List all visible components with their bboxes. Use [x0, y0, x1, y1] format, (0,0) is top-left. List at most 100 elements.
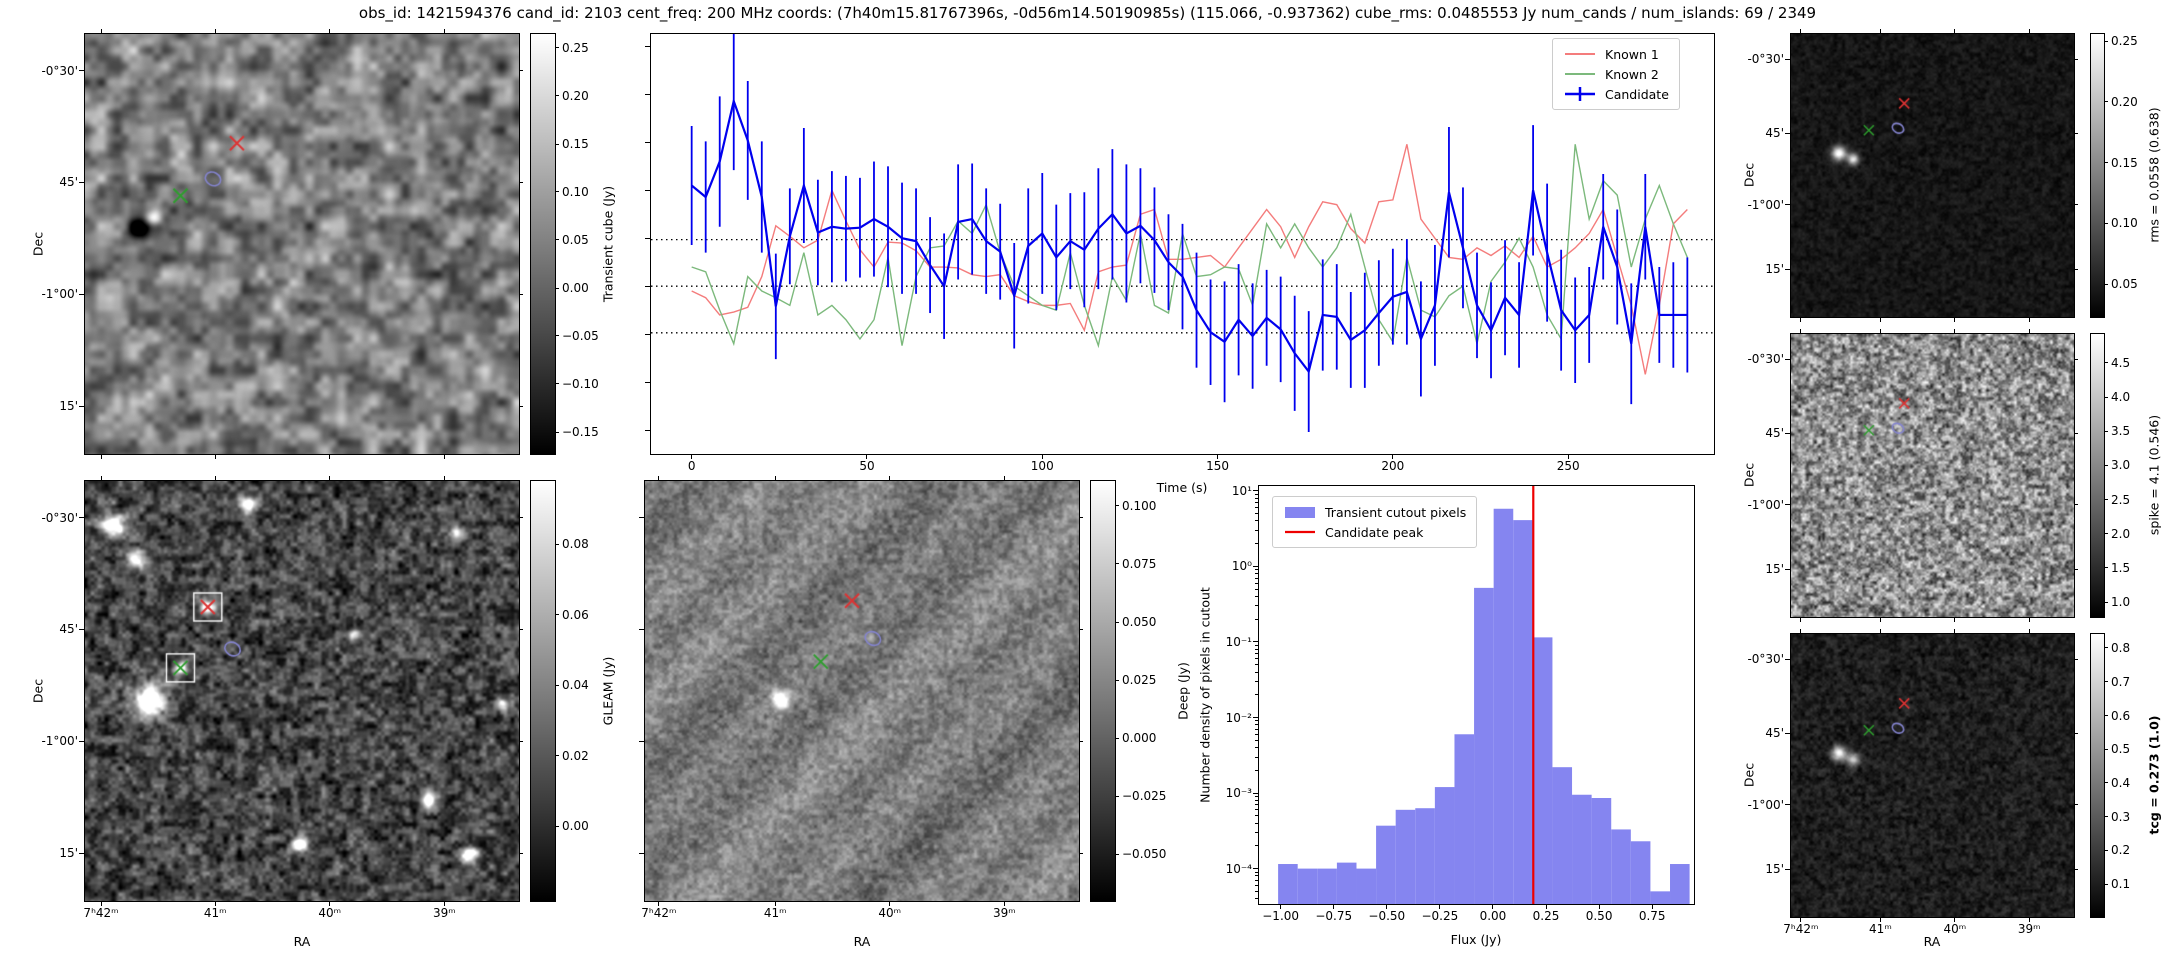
histogram-bar — [1572, 794, 1592, 904]
colorbar-tick-label: −0.10 — [562, 376, 599, 391]
histogram-bar — [1552, 767, 1573, 904]
right-tick — [2104, 101, 2108, 103]
right-tick — [2104, 283, 2108, 285]
left-tick — [1255, 653, 1258, 655]
top-tick — [1800, 629, 1802, 633]
bottom-tick — [214, 901, 216, 906]
left-tick — [1785, 868, 1790, 870]
ra-tick-label: 39ᵐ — [432, 906, 456, 920]
bottom-tick — [1800, 917, 1802, 922]
dec-tick-label: 15' — [59, 846, 78, 861]
bottom-tick — [1439, 904, 1441, 909]
colorbar-tick-label: 0.050 — [1122, 615, 1157, 630]
dec-tick-label: -0°30' — [1747, 52, 1784, 67]
bottom-tick — [691, 454, 693, 459]
left-tick — [1785, 132, 1790, 134]
left-tick — [1255, 595, 1258, 597]
left-tick — [645, 141, 650, 143]
gleam-panel: -0°30' 45' -1°00' 15' 7ʰ42ᵐ 41ᵐ 40ᵐ 39ᵐ — [41, 476, 523, 919]
right-tick — [2104, 533, 2108, 535]
right-tick — [2074, 358, 2078, 360]
top-tick — [1800, 29, 1802, 33]
dec-axis-label-spike: Dec — [1741, 462, 1757, 488]
top-tick — [1003, 476, 1005, 480]
dec-tick-label: 45' — [1765, 426, 1784, 441]
top-tick — [1954, 329, 1956, 333]
colorbar-tick-label: 0.20 — [2111, 94, 2138, 109]
left-tick — [1255, 694, 1258, 696]
left-tick — [1785, 58, 1790, 60]
left-tick — [1253, 717, 1258, 719]
histogram-bar — [1611, 829, 1631, 904]
histogram-panel: −1.00 −0.75 −0.50 −0.25 0.00 0.25 0.50 0.75 10¹ 1… — [1226, 485, 1695, 922]
colorbar-tick-label: 2.5 — [2111, 492, 2131, 507]
transient-colorbar-label: Transient cube (Jy) — [600, 185, 616, 303]
right-tick — [1115, 853, 1119, 855]
legend-swatch — [1285, 530, 1315, 534]
dec-tick-label: 15' — [59, 399, 78, 414]
left-tick — [1255, 507, 1258, 509]
legend-label: Known 1 — [1605, 46, 1659, 62]
right-tick — [519, 628, 523, 630]
right-tick — [519, 70, 523, 72]
histogram-bar — [1278, 864, 1298, 904]
right-tick — [2074, 804, 2078, 806]
left-tick — [1253, 792, 1258, 794]
right-tick — [519, 293, 523, 295]
rms-colorbar-label: rms = 0.0558 (0.638) — [2146, 107, 2162, 243]
legend-label: Known 2 — [1605, 66, 1659, 82]
colorbar-tick-label: 0.7 — [2111, 674, 2131, 689]
dec-tick-label: -0°30' — [1747, 352, 1784, 367]
top-tick — [1879, 29, 1881, 33]
colorbar-tick-label: 1.5 — [2111, 560, 2131, 575]
right-tick — [1115, 563, 1119, 565]
left-tick — [1255, 529, 1258, 531]
left-tick — [645, 429, 650, 431]
left-tick — [1255, 573, 1258, 575]
bottom-tick — [2028, 617, 2030, 622]
left-tick — [1255, 605, 1258, 607]
dec-tick-label: -1°00' — [41, 734, 78, 749]
left-tick — [645, 237, 650, 239]
transient-cube-image — [85, 34, 519, 454]
right-tick — [1115, 737, 1119, 739]
histogram-bar — [1493, 508, 1514, 904]
left-tick — [639, 628, 644, 630]
dec-tick-label: -1°00' — [1747, 497, 1784, 512]
colorbar-tick-label: 4.0 — [2111, 390, 2131, 405]
lightcurve-plot — [651, 34, 1714, 432]
left-tick — [1785, 504, 1790, 506]
right-tick — [2074, 732, 2078, 734]
legend-item-known-2: Known 2 — [1563, 64, 1669, 84]
right-tick — [1079, 628, 1083, 630]
left-tick — [1255, 884, 1258, 886]
left-tick — [1253, 641, 1258, 643]
right-tick — [555, 47, 559, 49]
bottom-tick — [1386, 904, 1388, 909]
bottom-tick — [100, 454, 102, 459]
flux-tick-label: −1.00 — [1262, 909, 1300, 923]
deep-image — [645, 481, 1079, 901]
right-tick — [2104, 396, 2108, 398]
right-tick — [555, 543, 559, 545]
left-tick — [1255, 898, 1258, 900]
left-tick — [1255, 644, 1258, 646]
bottom-tick — [2028, 317, 2030, 322]
colorbar-tick-label: 3.5 — [2111, 424, 2131, 439]
left-tick — [645, 285, 650, 287]
tcg-image — [1791, 634, 2074, 917]
right-tick — [2104, 567, 2108, 569]
left-tick — [1785, 568, 1790, 570]
left-tick — [639, 852, 644, 854]
time-tick-label: 50 — [859, 459, 875, 473]
histogram-bar — [1474, 587, 1494, 904]
right-tick — [2104, 464, 2108, 466]
histogram-bar — [1532, 637, 1553, 904]
bottom-tick — [443, 901, 445, 906]
left-tick — [1785, 204, 1790, 206]
histogram-bar — [1630, 841, 1651, 904]
right-tick — [2074, 268, 2078, 270]
right-tick — [555, 287, 559, 289]
colorbar-tick-label: −0.025 — [1122, 789, 1167, 804]
left-tick — [1255, 871, 1258, 873]
